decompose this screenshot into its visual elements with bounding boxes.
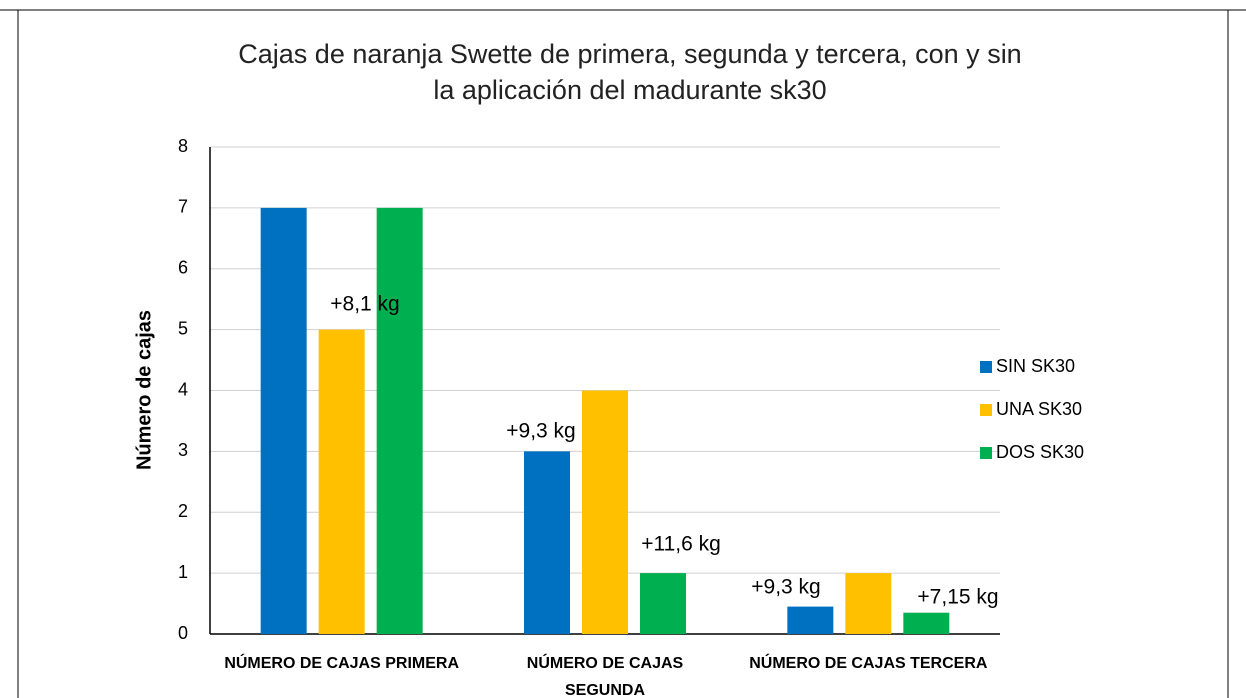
legend-swatch <box>980 361 992 373</box>
bar <box>845 573 892 634</box>
legend-label: DOS SK30 <box>996 442 1084 462</box>
y-tick-label: 3 <box>178 440 188 460</box>
legend-swatch <box>980 404 992 416</box>
annotation: +8,1 kg <box>330 293 399 316</box>
y-tick-label: 2 <box>178 501 188 521</box>
annotation: +7,15 kg <box>917 586 998 609</box>
x-tick-label: NÚMERO DE CAJAS PRIMERA <box>224 655 459 672</box>
chart-title: Cajas de naranja Swette de primera, segu… <box>238 39 1022 105</box>
legend-swatch <box>980 447 992 459</box>
y-tick-label: 5 <box>178 318 188 338</box>
legend-label: UNA SK30 <box>996 399 1082 419</box>
y-tick-label: 8 <box>178 136 188 156</box>
bar <box>318 329 365 634</box>
y-axis-label: Número de cajas <box>133 310 155 470</box>
bar <box>582 390 628 634</box>
y-tick-label: 7 <box>178 197 188 217</box>
annotation: +9,3 kg <box>751 576 820 599</box>
bar <box>903 612 950 634</box>
x-tick-label: NÚMERO DE CAJAS TERCERA <box>749 655 988 672</box>
bar <box>260 207 307 634</box>
y-tick-label: 4 <box>178 379 188 399</box>
bar <box>640 573 686 634</box>
bar <box>376 207 423 634</box>
annotation: +11,6 kg <box>641 533 721 556</box>
x-tick-label: NÚMERO DE CAJAS SEGUNDA <box>526 655 684 698</box>
legend-label: SIN SK30 <box>996 356 1075 376</box>
y-tick-label: 6 <box>178 258 188 278</box>
y-tick-label: 0 <box>178 623 188 643</box>
bar <box>524 451 570 634</box>
bar <box>787 606 834 634</box>
y-tick-label: 1 <box>178 562 188 582</box>
annotation: +9,3 kg <box>506 420 575 443</box>
